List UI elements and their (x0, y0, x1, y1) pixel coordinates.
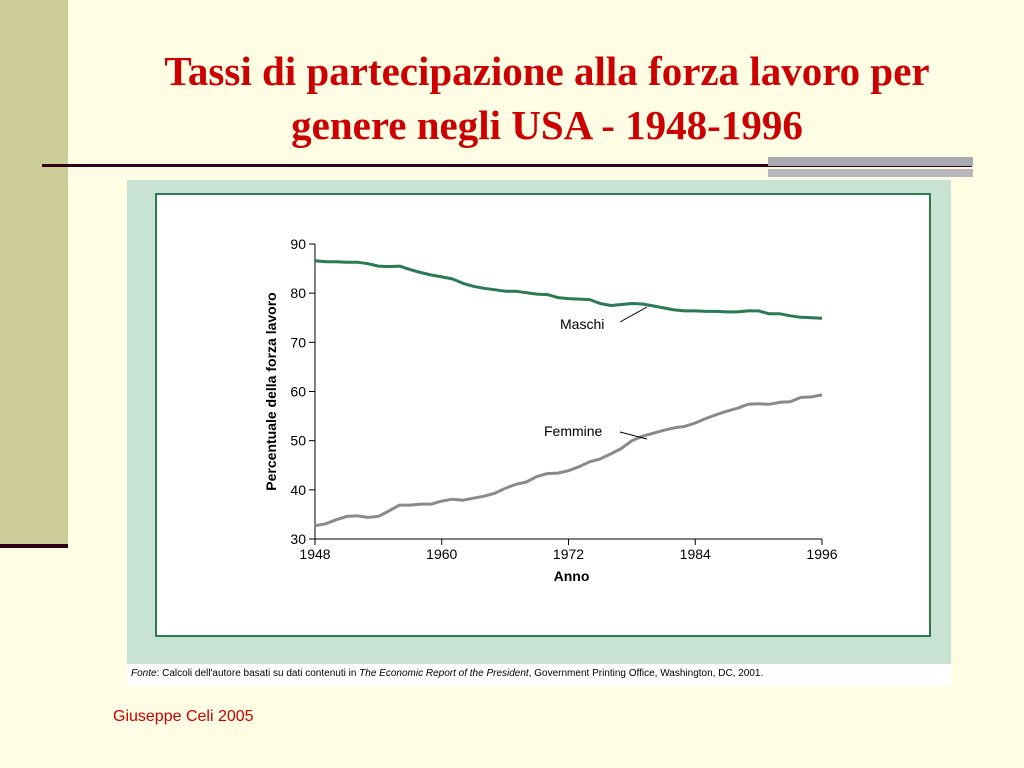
y-tick-label: 90 (290, 236, 306, 252)
series-leader-maschi (619, 306, 648, 323)
series-leader-femmine (619, 431, 648, 440)
y-tick-label: 60 (290, 384, 306, 400)
footer-author: Giuseppe Celi 2005 (113, 708, 254, 725)
x-tick-label: 1948 (299, 546, 330, 562)
chart-series (314, 259, 823, 528)
slide-title-line1: Tassi di partecipazione alla forza lavor… (164, 48, 930, 94)
series-label-maschi: Maschi (560, 316, 604, 332)
source-text-part1: : Calcoli dell'autore basati su dati con… (156, 668, 360, 679)
y-axis-title: Percentuale della forza lavoro (263, 292, 279, 490)
x-axis-title: Anno (554, 568, 590, 584)
left-accent-rule (0, 544, 68, 548)
decoration-bar-bottom (768, 169, 973, 177)
title-divider (42, 164, 972, 167)
chart-labels: Maschi Femmine (544, 306, 648, 440)
source-note: Fonte: Calcoli dell'autore basati su dat… (131, 668, 951, 679)
chart-frame (155, 193, 931, 637)
chart-axes: 30 40 50 60 70 80 90 1948 1960 1972 1984 1996 Anno Pe… (263, 236, 838, 584)
series-label-femmine: Femmine (544, 423, 603, 439)
decoration-bar-top (768, 157, 973, 166)
x-tick-label: 1960 (426, 546, 457, 562)
y-tick-label: 70 (290, 334, 306, 350)
left-accent-band (0, 0, 68, 548)
slide-title-line2: genere negli USA - 1948-1996 (291, 102, 803, 148)
x-tick-label: 1984 (680, 546, 711, 562)
y-tick-label: 30 (290, 531, 306, 547)
y-tick-label: 80 (290, 285, 306, 301)
source-strip (127, 664, 951, 686)
slide-title: Tassi di partecipazione alla forza lavor… (70, 44, 1024, 152)
source-publication: The Economic Report of the President (359, 668, 529, 679)
x-tick-label: 1972 (553, 546, 584, 562)
source-text-part2: , Government Printing Office, Washington… (528, 668, 764, 679)
x-tick-label: 1996 (806, 546, 837, 562)
y-tick-label: 50 (290, 433, 306, 449)
y-tick-label: 40 (290, 482, 306, 498)
source-prefix: Fonte (131, 668, 157, 679)
title-decoration-bars (768, 157, 973, 179)
series-line-maschi (314, 259, 823, 320)
series-line-femmine (314, 393, 823, 528)
